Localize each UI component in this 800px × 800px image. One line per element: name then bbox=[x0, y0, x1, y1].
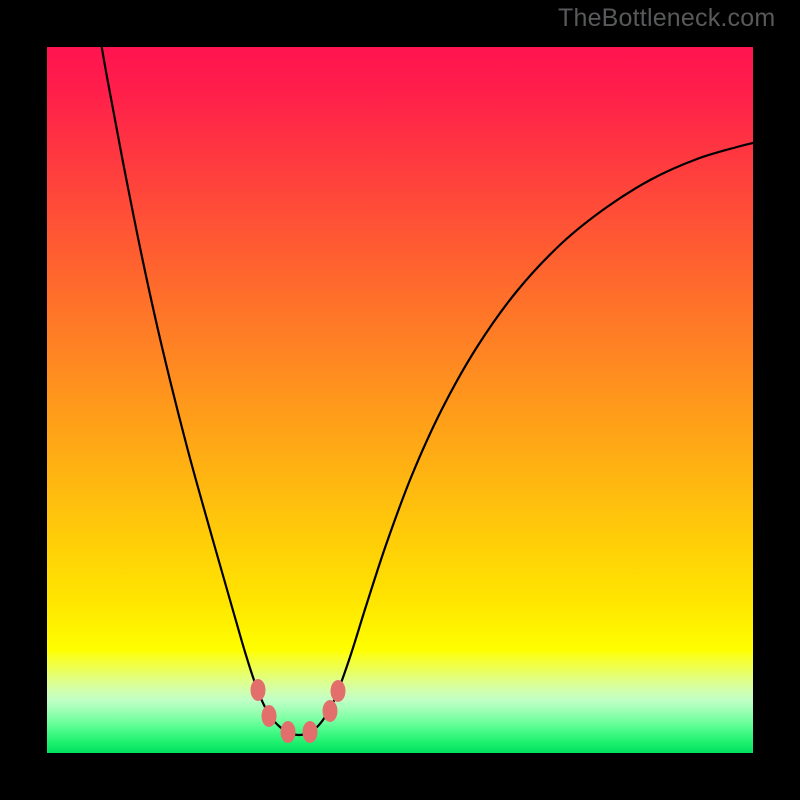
curve-marker bbox=[281, 721, 296, 743]
curve-marker bbox=[262, 705, 277, 727]
frame-border-left bbox=[0, 0, 47, 800]
frame-border-bottom bbox=[0, 753, 800, 800]
gradient-background bbox=[47, 47, 753, 753]
bottleneck-chart bbox=[47, 47, 753, 753]
curve-marker bbox=[331, 680, 346, 702]
curve-marker bbox=[303, 721, 318, 743]
curve-marker bbox=[251, 679, 266, 701]
watermark-text: TheBottleneck.com bbox=[558, 4, 775, 33]
chart-plot-area bbox=[47, 47, 753, 753]
frame-border-right bbox=[753, 0, 800, 800]
curve-marker bbox=[323, 700, 338, 722]
